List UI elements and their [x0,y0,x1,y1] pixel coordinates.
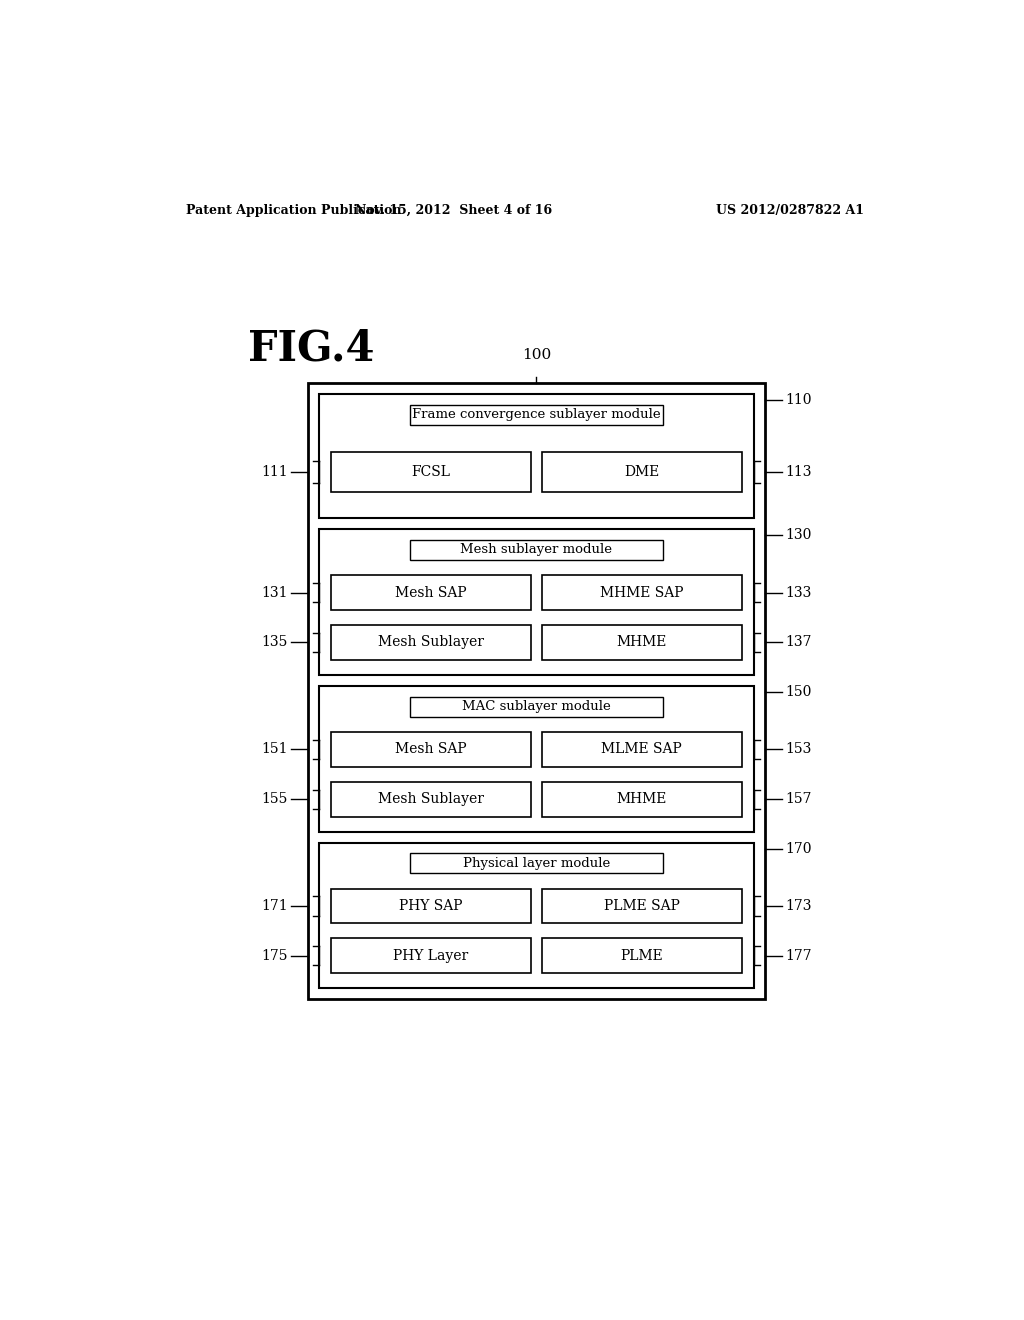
Bar [331,939,531,973]
Bar [318,842,755,989]
Text: Physical layer module: Physical layer module [463,857,610,870]
Text: FCSL: FCSL [412,465,451,479]
Text: 137: 137 [785,635,812,649]
Text: 150: 150 [785,685,812,700]
Text: DME: DME [625,465,659,479]
Text: US 2012/0287822 A1: US 2012/0287822 A1 [716,205,864,218]
Text: Patent Application Publication: Patent Application Publication [186,205,401,218]
Text: 135: 135 [261,635,288,649]
Bar [411,697,663,717]
Bar [411,540,663,560]
Text: 175: 175 [261,949,288,962]
Text: Frame convergence sublayer module: Frame convergence sublayer module [412,408,660,421]
Text: PLME: PLME [621,949,664,962]
Bar [331,731,531,767]
Text: 173: 173 [785,899,812,913]
Text: 113: 113 [785,465,812,479]
Bar [411,405,663,425]
Text: Mesh Sublayer: Mesh Sublayer [378,635,484,649]
Bar [411,853,663,874]
Text: Mesh sublayer module: Mesh sublayer module [461,544,612,556]
Text: 153: 153 [785,742,812,756]
Text: 110: 110 [785,393,812,407]
Bar [542,624,741,660]
Text: Mesh Sublayer: Mesh Sublayer [378,792,484,807]
Text: 131: 131 [261,586,288,599]
Text: 100: 100 [522,347,551,362]
Text: Nov. 15, 2012  Sheet 4 of 16: Nov. 15, 2012 Sheet 4 of 16 [355,205,552,218]
Bar [318,395,755,519]
Bar [542,939,741,973]
Bar [318,686,755,832]
Text: MHME SAP: MHME SAP [600,586,684,599]
Text: MLME SAP: MLME SAP [601,742,682,756]
Text: Mesh SAP: Mesh SAP [395,586,467,599]
Bar [542,451,741,491]
Text: 155: 155 [261,792,288,807]
Text: 130: 130 [785,528,812,543]
Bar [331,888,531,924]
Text: MHME: MHME [616,635,667,649]
Text: 151: 151 [261,742,288,756]
Bar [331,576,531,610]
Text: Mesh SAP: Mesh SAP [395,742,467,756]
Text: PHY Layer: PHY Layer [393,949,469,962]
Text: 133: 133 [785,586,812,599]
Bar [318,529,755,675]
Text: MHME: MHME [616,792,667,807]
Bar [542,576,741,610]
Bar [308,383,765,999]
Text: 171: 171 [261,899,288,913]
Bar [542,888,741,924]
Bar [331,624,531,660]
Text: MAC sublayer module: MAC sublayer module [462,700,610,713]
Bar [542,731,741,767]
Text: 177: 177 [785,949,812,962]
Text: FIG.4: FIG.4 [248,327,375,370]
Bar [331,451,531,491]
Text: 157: 157 [785,792,812,807]
Text: 111: 111 [261,465,288,479]
Text: 170: 170 [785,842,812,855]
Text: PHY SAP: PHY SAP [399,899,463,913]
Text: PLME SAP: PLME SAP [604,899,680,913]
Bar [542,781,741,817]
Bar [331,781,531,817]
